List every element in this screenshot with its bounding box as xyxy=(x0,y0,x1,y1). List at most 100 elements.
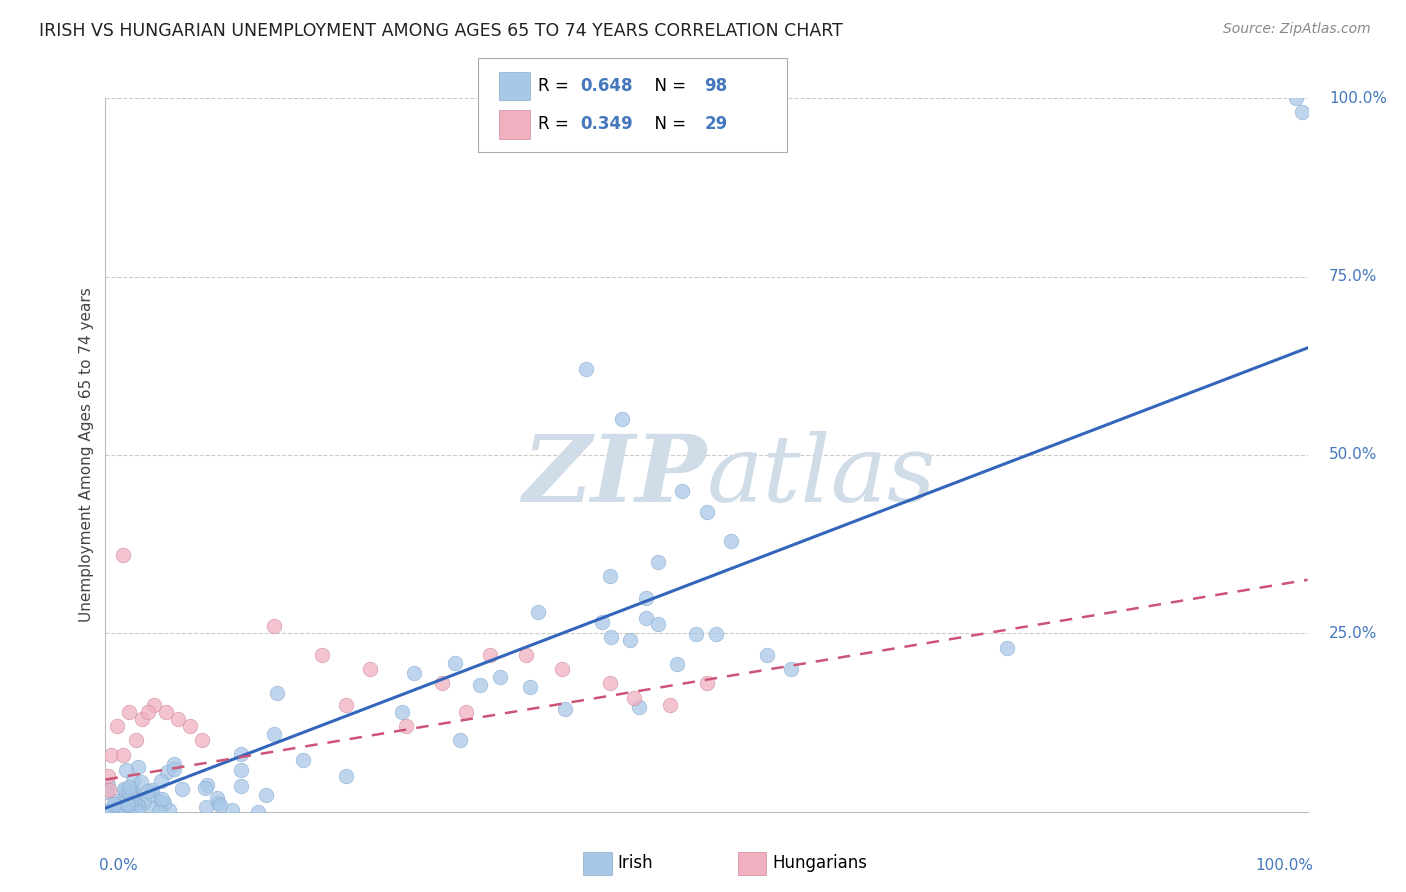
Point xyxy=(141,783,163,797)
Text: ZIP: ZIP xyxy=(522,432,707,521)
Point xyxy=(136,705,159,719)
Point xyxy=(104,803,127,817)
Point xyxy=(685,627,707,641)
Point xyxy=(117,797,139,811)
Text: atlas: atlas xyxy=(707,432,936,521)
Point xyxy=(454,705,477,719)
Point xyxy=(129,775,152,789)
Point xyxy=(359,662,381,676)
Point xyxy=(166,712,188,726)
Point xyxy=(163,756,186,771)
Point xyxy=(121,773,143,788)
Point xyxy=(599,569,621,583)
Point xyxy=(720,533,742,548)
Point xyxy=(163,762,186,776)
Point xyxy=(114,789,136,803)
Point xyxy=(779,662,801,676)
Point xyxy=(207,796,229,810)
Point xyxy=(449,732,471,747)
Point xyxy=(527,605,550,619)
Point xyxy=(114,802,136,816)
Point xyxy=(704,627,727,641)
Point xyxy=(124,789,146,803)
Point xyxy=(221,803,243,817)
Text: 100.0%: 100.0% xyxy=(1329,91,1388,105)
Point xyxy=(112,747,135,762)
Point xyxy=(98,783,121,797)
Point xyxy=(179,719,201,733)
Point xyxy=(229,779,252,793)
Point xyxy=(124,792,146,806)
Point xyxy=(444,656,467,670)
Text: 29: 29 xyxy=(704,115,728,133)
Point xyxy=(194,780,217,795)
Point xyxy=(1291,105,1313,120)
Point xyxy=(488,669,510,683)
Point xyxy=(131,712,153,726)
Point xyxy=(118,705,141,719)
Point xyxy=(659,698,682,712)
Point xyxy=(208,797,231,812)
Point xyxy=(97,805,120,819)
Point xyxy=(108,796,131,810)
Text: 50.0%: 50.0% xyxy=(1329,448,1378,462)
Point xyxy=(755,648,778,662)
Point xyxy=(311,648,333,662)
Point xyxy=(120,796,142,810)
Point xyxy=(190,733,212,747)
Point xyxy=(150,791,173,805)
Point xyxy=(157,803,180,817)
Point xyxy=(108,800,131,814)
Point xyxy=(114,783,136,797)
Point xyxy=(696,676,718,690)
Point xyxy=(591,615,613,629)
Point xyxy=(292,753,315,767)
Point xyxy=(117,798,139,813)
Point xyxy=(515,648,537,662)
Point xyxy=(263,619,285,633)
Text: Hungarians: Hungarians xyxy=(772,855,868,872)
Point xyxy=(120,789,142,804)
Point xyxy=(231,763,253,777)
Text: 98: 98 xyxy=(704,78,727,95)
Point xyxy=(647,555,669,569)
Point xyxy=(148,794,170,808)
Point xyxy=(430,676,453,690)
Point xyxy=(619,632,641,647)
Point xyxy=(391,705,413,719)
Point xyxy=(612,412,634,426)
Y-axis label: Unemployment Among Ages 65 to 74 years: Unemployment Among Ages 65 to 74 years xyxy=(79,287,94,623)
Point xyxy=(148,804,170,818)
Point xyxy=(112,548,135,562)
Point xyxy=(468,678,491,692)
Point xyxy=(995,640,1018,655)
Point xyxy=(107,799,129,814)
Text: R =: R = xyxy=(538,115,575,133)
Point xyxy=(156,764,179,779)
Point xyxy=(118,787,141,801)
Point xyxy=(96,785,118,799)
Text: 0.349: 0.349 xyxy=(581,115,634,133)
Point xyxy=(128,799,150,814)
Text: 0.0%: 0.0% xyxy=(100,858,138,873)
Point xyxy=(104,794,127,808)
Point xyxy=(205,791,228,805)
Point xyxy=(628,700,651,714)
Point xyxy=(335,769,357,783)
Point xyxy=(599,676,621,690)
Point xyxy=(132,795,155,809)
Point xyxy=(125,797,148,811)
Point xyxy=(125,805,148,819)
Point xyxy=(155,705,177,719)
Point xyxy=(122,796,145,810)
Point xyxy=(97,804,120,818)
Point xyxy=(120,799,142,814)
Point xyxy=(1284,91,1306,105)
Text: 100.0%: 100.0% xyxy=(1256,858,1313,873)
Point xyxy=(110,804,132,818)
Point xyxy=(153,796,176,810)
Text: R =: R = xyxy=(538,78,575,95)
Point xyxy=(647,616,669,631)
Point xyxy=(575,362,598,376)
Point xyxy=(696,505,718,519)
